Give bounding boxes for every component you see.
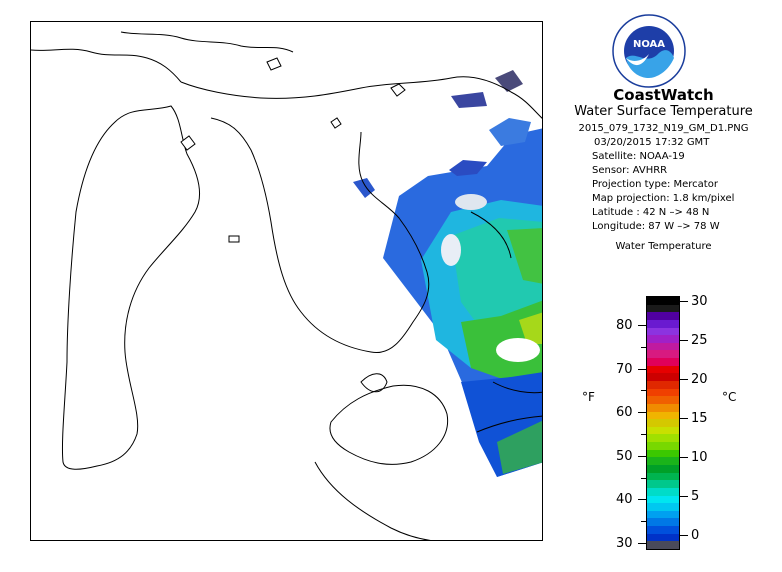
temperature-colorbar [646,296,680,550]
celsius-tick [680,457,688,458]
celsius-tick-label: 0 [691,528,700,543]
fahrenheit-tick [638,455,646,457]
colorbar-swatch [647,411,679,420]
colorbar-swatch [647,449,679,458]
colorbar-swatch [647,465,679,474]
colorbar-swatch [647,510,679,519]
fahrenheit-tick-label: 60 [616,405,633,421]
colorbar-swatch [647,358,679,367]
longitude-range: Longitude: 87 W –> 78 W [592,221,720,232]
fahrenheit-minor-tick [641,434,646,435]
fahrenheit-tick [638,543,646,544]
colorbar-swatch [647,319,679,329]
product-subtitle: Water Surface Temperature [574,104,753,119]
islands [180,57,406,243]
map-projection: Map projection: 1.8 km/pixel [592,193,735,204]
map-image[interactable] [31,22,543,541]
fahrenheit-tick [638,325,646,326]
celsius-tick [680,496,688,497]
colorbar-swatch [647,381,679,390]
colorbar-swatch [647,442,679,451]
satellite-info: Satellite: NOAA-19 [592,151,685,162]
colorbar-swatch [647,304,679,313]
colorbar-swatch [647,541,679,549]
fahrenheit-tick [638,368,646,370]
celsius-tick [680,535,688,536]
fahrenheit-tick-label: 30 [616,536,633,551]
latitude-range: Latitude : 42 N –> 48 N [592,207,710,218]
unit-fahrenheit: °F [582,390,595,404]
legend-title: Water Temperature [615,241,712,252]
colorbar-swatch [647,426,679,435]
colorbar-swatch [647,487,679,497]
fahrenheit-minor-tick [641,521,646,523]
fahrenheit-tick-label: 50 [616,448,633,464]
fahrenheit-tick-label: 40 [616,492,633,508]
colorbar-swatch [647,495,679,504]
colorbar-swatch [647,327,679,336]
celsius-tick-label: 10 [691,450,708,465]
temperature-imagery [353,70,542,477]
map-panel[interactable] [30,21,543,541]
celsius-tick-label: 25 [691,333,708,348]
colorbar-swatch [647,518,679,527]
celsius-tick [680,340,688,341]
projection-type: Projection type: Mercator [592,179,718,190]
colorbar-swatch [647,457,679,466]
celsius-tick-label: 15 [691,411,708,426]
fahrenheit-tick-label: 70 [616,361,633,377]
colorbar-swatch [647,297,679,306]
colorbar-swatch [647,503,679,512]
colorbar-swatch [647,434,679,443]
colorbar-swatch [647,373,679,382]
noaa-logo-text: NOAA [633,39,665,50]
colorbar-swatch [647,365,679,374]
colorbar-swatch [647,526,679,535]
colorbar-swatch [647,312,679,321]
colorbar-swatch [647,396,679,405]
colorbar-swatch [647,472,679,481]
celsius-tick [680,418,688,419]
product-title: CoastWatch [613,86,714,104]
fahrenheit-tick [638,412,646,414]
colorbar-swatch [647,419,679,428]
fahrenheit-minor-tick [641,390,646,392]
colorbar-swatch [647,350,679,359]
celsius-tick-label: 5 [691,489,700,504]
noaa-logo: NOAA [612,14,686,88]
file-name: 2015_079_1732_N19_GM_D1.PNG [578,123,749,134]
unit-celsius: °C [722,390,737,404]
fahrenheit-tick [638,499,646,501]
colorbar-swatch [647,533,679,542]
fahrenheit-tick-label: 80 [616,318,633,333]
colorbar-swatch [647,388,679,397]
fahrenheit-minor-tick [641,346,646,348]
colorbar-swatch [647,335,679,344]
sensor-info: Sensor: AVHRR [592,165,668,176]
celsius-tick-label: 20 [691,372,708,387]
fahrenheit-minor-tick [641,477,646,479]
colorbar-swatch [647,480,679,489]
celsius-tick [680,301,688,302]
colorbar-swatch [647,342,679,351]
celsius-tick [680,379,688,380]
coastline [31,31,542,540]
date-time: 03/20/2015 17:32 GMT [594,137,710,148]
colorbar-swatch [647,403,679,413]
celsius-tick-label: 30 [691,294,708,309]
